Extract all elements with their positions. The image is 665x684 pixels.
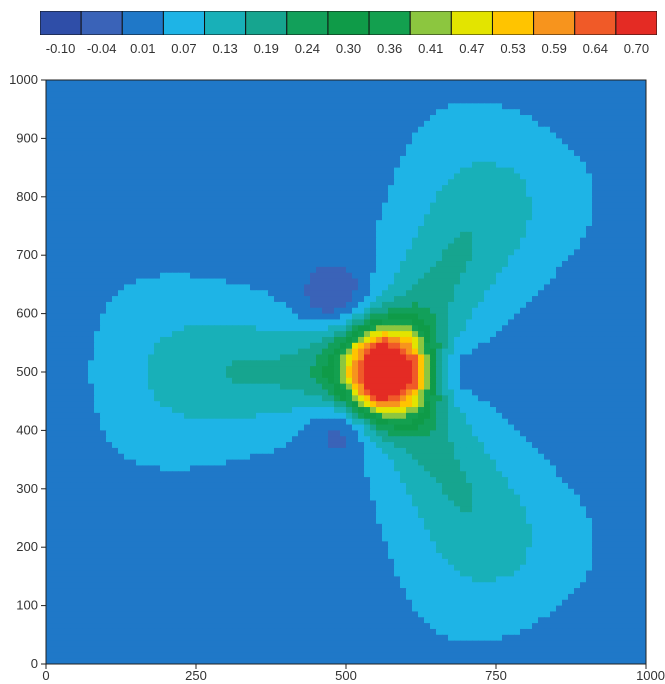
- y-tick-label: 100: [16, 598, 38, 613]
- colorbar-swatch: [204, 11, 247, 35]
- colorbar: [40, 11, 657, 35]
- colorbar-swatch: [450, 11, 493, 35]
- x-tick-label: 500: [335, 668, 357, 683]
- y-tick-label: 800: [16, 189, 38, 204]
- y-tick-label: 900: [16, 130, 38, 145]
- colorbar-swatch: [533, 11, 576, 35]
- x-tick-label: 0: [42, 668, 49, 683]
- colorbar-swatch: [121, 11, 164, 35]
- x-tick-label: 250: [185, 668, 207, 683]
- tick-labels: 0 250 500 750 1000 0 100 200 300 400 500 600 700 800 9…: [9, 72, 665, 683]
- y-tick-label: 700: [16, 247, 38, 262]
- y-tick-label: 1000: [9, 72, 38, 87]
- y-tick-label: 600: [16, 306, 38, 321]
- colorbar-swatch: [80, 11, 123, 35]
- y-tick-label: 400: [16, 422, 38, 437]
- colorbar-swatches: [40, 11, 657, 35]
- y-tick-label: 500: [16, 364, 38, 379]
- heatmap-cells: [46, 80, 646, 664]
- colorbar-swatch: [615, 11, 657, 35]
- x-tick-label: 1000: [636, 668, 665, 683]
- y-tick-label: 300: [16, 481, 38, 496]
- y-tick-label: 200: [16, 539, 38, 554]
- colorbar-swatch: [162, 11, 206, 35]
- colorbar-swatch: [574, 11, 617, 35]
- x-tick-label: 750: [485, 668, 507, 683]
- y-tick-label: 0: [31, 656, 38, 671]
